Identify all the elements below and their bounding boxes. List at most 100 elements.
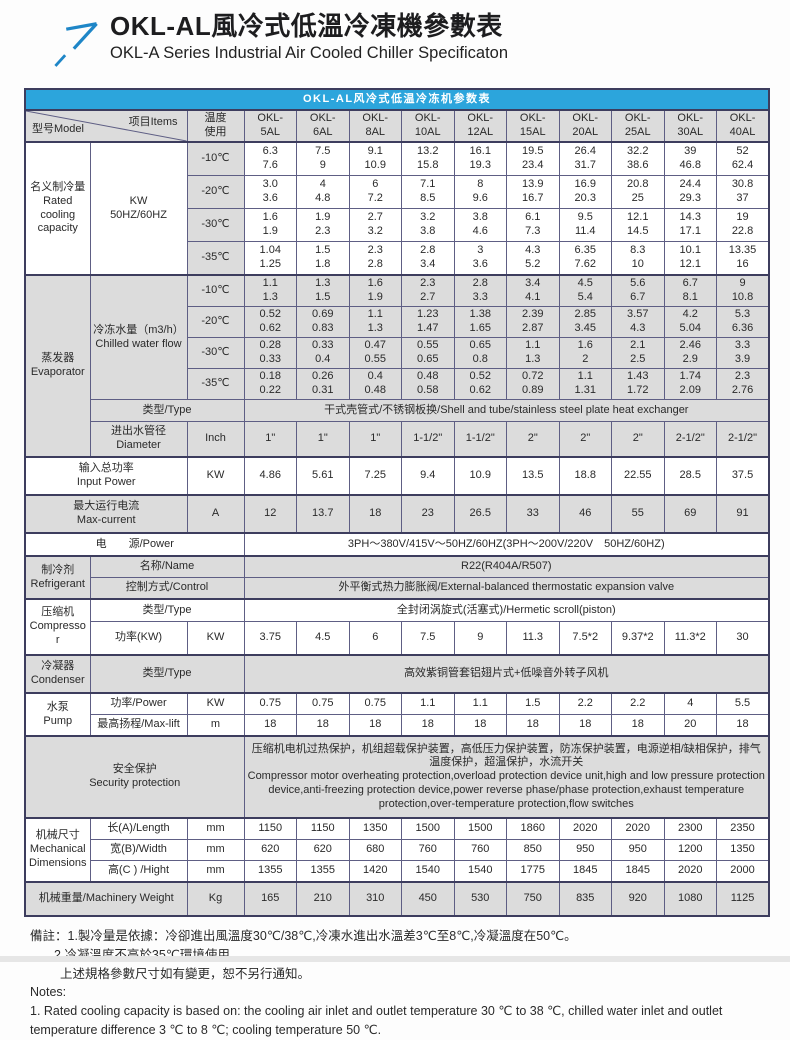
max-current-label: 最大运行电流 Max-current [24, 494, 188, 534]
value-text: 18 [369, 718, 382, 731]
value-text: 4 [687, 697, 694, 710]
max-current-unit: A [186, 494, 245, 534]
value-cell: 28.5 [663, 456, 717, 496]
input-power-label: 输入总功率 Input Power [24, 456, 188, 496]
value-text: 3.45 [574, 322, 596, 334]
note-en-title: Notes: [30, 985, 67, 1000]
value-text: 1.5 [315, 244, 331, 257]
value-text: 2.09 [679, 384, 701, 396]
value-cell: 2.1 2.5 [611, 337, 665, 369]
temp-cell: -20℃ [186, 175, 245, 209]
value-text: 4.3 [525, 244, 541, 257]
value-text: 23 [421, 507, 434, 520]
value-cell: 3.3 3.9 [716, 337, 770, 369]
refrigerant-label-zh: 制冷剂 [41, 563, 75, 576]
title-block: OKL-AL風冷式低溫冷凍機參數表 OKL-A Series Industria… [110, 12, 508, 63]
value-text: 0.48 [417, 370, 439, 383]
value-cell: 1500 [401, 817, 455, 840]
value-cell: 18 [453, 714, 507, 737]
pump-power-row: 水泵 Pump 功率/Power KW 0.75 0.75 0.75 1.1 1.1 1.… [24, 692, 770, 737]
value-text: 16.9 [574, 178, 596, 191]
page-bottom-strip [0, 956, 790, 962]
evaporator-label-en: Evaporator [30, 366, 85, 378]
value-text: 7.62 [574, 258, 596, 270]
value-cell: 2.8 3.3 [453, 274, 507, 307]
value-text: 10.8 [731, 291, 754, 303]
value-cell: 3.2 3.8 [401, 208, 455, 242]
dimensions-label-zh: 机械尺寸 [35, 829, 80, 842]
value-cell: 18 [348, 494, 402, 534]
value-cell: 3.75 [243, 621, 297, 656]
value-text: 18 [421, 718, 434, 731]
value-cell: 1150 [243, 817, 297, 840]
value-text: 12 [264, 507, 277, 520]
value-cell: 18 [558, 714, 612, 737]
value-cell: 165 [243, 881, 297, 917]
compressor-power-unit: KW [186, 621, 245, 656]
value-text: 1.72 [627, 384, 649, 396]
note-en-1: 1. Rated cooling capacity is based on: t… [30, 1004, 723, 1037]
value-text: 6.7 [630, 291, 646, 303]
value-cell: 2-1/2" [716, 421, 770, 458]
value-text: 4.5 [315, 631, 331, 644]
value-cell: 1845 [611, 860, 665, 883]
value-text: 1775 [520, 864, 545, 877]
evaporator-row-minus20: -20℃ 0.52 0.62 0.69 0.83 1.1 1.3 1.23 1.47 1.38 1… [25, 306, 770, 338]
value-text: 1" [265, 432, 276, 445]
value-cell: 0.72 0.89 [506, 368, 560, 400]
spec-table: OKL-AL风冷式低温冷冻机参数表 型号Model 项目Items 温度 使用 … [24, 88, 771, 917]
value-text: 0.4 [367, 370, 383, 383]
value-cell: 760 [453, 839, 507, 861]
value-text: 3.6 [262, 192, 278, 204]
value-cell: 33 [506, 494, 560, 534]
value-text: 1.3 [367, 322, 383, 334]
value-text: 1.1 [577, 370, 593, 383]
value-text: 4.2 [682, 308, 698, 321]
rated-row-minus30: -30℃ 1.6 1.9 1.9 2.3 2.7 3.2 3.2 3.8 3.8 4.6 6.1 7.… [25, 208, 770, 242]
value-text: 2350 [730, 822, 755, 835]
value-text: 91 [736, 507, 749, 520]
temp-cell: -10℃ [186, 274, 245, 307]
rated-label-zh: 名义制冷量 [30, 181, 86, 193]
value-text: 1.9 [315, 211, 331, 224]
value-cell: 2.3 2.7 [401, 274, 455, 307]
value-text: 13.5 [522, 469, 544, 482]
value-text: 26.4 [574, 145, 596, 158]
value-cell: 1350 [348, 817, 402, 840]
value-cell: 6.7 8.1 [663, 274, 717, 307]
value-cell: 18 [611, 714, 665, 737]
value-cell: 2000 [716, 860, 770, 883]
value-cell: 91 [716, 494, 770, 534]
value-text: 3.6 [472, 258, 488, 270]
compressor-power-row: 功率(KW) KW 3.75 4.5 6 7.5 9 11.3 7.5*2 9.37*2 11.… [25, 621, 770, 656]
value-text: 13.35 [728, 244, 757, 257]
value-text: 2.5 [630, 353, 646, 365]
value-text: 950 [576, 843, 595, 856]
value-text: 2-1/2" [675, 432, 705, 445]
value-cell: 24.4 29.3 [663, 175, 717, 209]
value-text: 0.18 [259, 370, 281, 383]
value-cell: 2020 [558, 817, 612, 840]
value-text: 6.36 [731, 322, 754, 334]
value-cell: 0.4 0.48 [348, 368, 402, 400]
value-text: 1.8 [315, 258, 331, 270]
value-cell: 1.74 2.09 [663, 368, 717, 400]
value-text: 750 [523, 892, 542, 905]
value-cell: OKL- 25AL [611, 109, 665, 143]
value-cell: 7.1 8.5 [401, 175, 455, 209]
value-cell: 11.3 [506, 621, 560, 656]
value-cell: 9 10.8 [716, 274, 770, 307]
value-text: 39 [684, 145, 697, 158]
value-cell: 2.7 3.2 [348, 208, 402, 242]
value-text: 40AL [729, 126, 756, 138]
value-text: 0.52 [469, 370, 491, 383]
value-text: 3.8 [420, 225, 436, 237]
width-unit: mm [186, 839, 245, 861]
evaporator-row-minus30: -30℃ 0.28 0.33 0.33 0.4 0.47 0.55 0.55 0.65 0.65… [25, 337, 770, 369]
value-text: 7.2 [367, 192, 383, 204]
value-text: 2" [527, 432, 538, 445]
value-text: 1.47 [417, 322, 439, 334]
refrigerant-label-en: Refrigerant [30, 577, 85, 590]
security-label-zh: 安全保护 [112, 763, 157, 776]
condenser-type-label: 类型/Type [89, 654, 245, 694]
